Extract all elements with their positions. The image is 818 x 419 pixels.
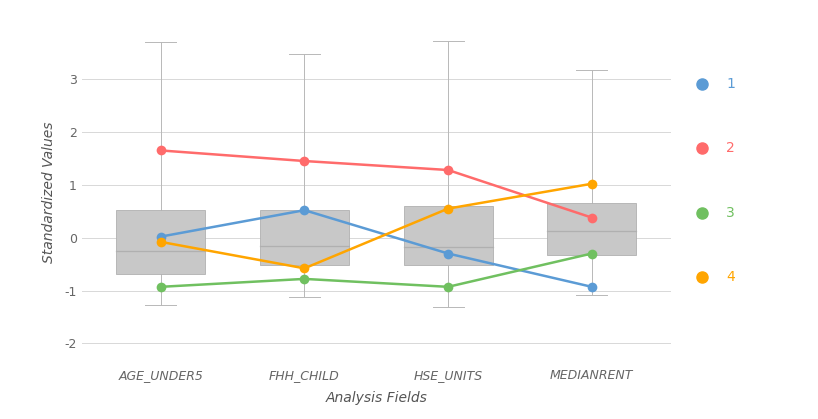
X-axis label: Analysis Fields: Analysis Fields xyxy=(326,391,427,405)
Text: 3: 3 xyxy=(726,206,735,220)
Bar xyxy=(116,210,205,274)
Bar xyxy=(547,203,636,255)
Bar xyxy=(403,206,492,265)
Text: 4: 4 xyxy=(726,270,735,285)
Text: 1: 1 xyxy=(726,77,735,91)
Text: 2: 2 xyxy=(726,141,735,155)
Y-axis label: Standardized Values: Standardized Values xyxy=(43,122,56,264)
Bar xyxy=(260,210,349,265)
